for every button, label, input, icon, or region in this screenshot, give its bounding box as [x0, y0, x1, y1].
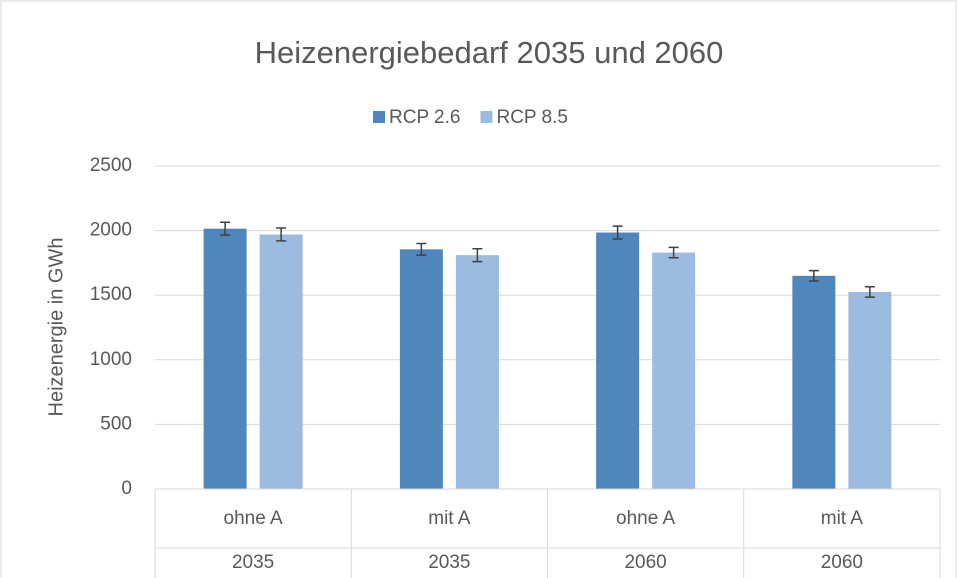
bar — [259, 234, 303, 489]
error-bar — [220, 221, 231, 236]
legend-swatch — [373, 111, 385, 123]
x-group-label: 2060 — [624, 552, 666, 573]
bar — [848, 291, 892, 489]
bar — [455, 255, 499, 489]
error-bar — [416, 242, 427, 256]
y-tick-label: 1000 — [90, 349, 132, 370]
bar — [399, 249, 443, 489]
legend-label: RCP 8.5 — [496, 107, 567, 128]
error-bar — [864, 286, 875, 298]
error-bar — [472, 247, 483, 263]
bar — [792, 275, 836, 489]
error-bar — [808, 269, 819, 282]
error-bar — [668, 246, 679, 259]
y-tick-label: 2000 — [90, 220, 132, 241]
x-tick-label: mit A — [428, 508, 471, 529]
y-tick-label: 2500 — [90, 155, 132, 176]
legend-swatch — [480, 111, 493, 123]
x-group-label: 2035 — [232, 552, 274, 573]
x-group-label: 2035 — [428, 552, 470, 573]
chart-title: Heizenergiebedarf 2035 und 2060 — [255, 35, 724, 70]
bar — [203, 228, 247, 490]
bar — [596, 232, 640, 489]
x-group-label: 2060 — [821, 552, 863, 573]
bar — [652, 252, 696, 489]
x-tick-label: mit A — [821, 508, 864, 529]
y-axis-label: Heizenergie in GWh — [45, 238, 67, 417]
error-bar — [612, 225, 623, 240]
y-tick-label: 1500 — [90, 284, 132, 305]
error-bar — [276, 227, 287, 242]
y-tick-label: 0 — [121, 478, 132, 499]
x-tick-label: ohne A — [224, 508, 283, 529]
legend-label: RCP 2.6 — [389, 107, 460, 128]
y-tick-label: 500 — [100, 413, 132, 434]
x-tick-label: ohne A — [616, 508, 675, 529]
